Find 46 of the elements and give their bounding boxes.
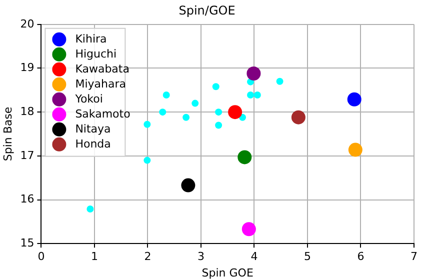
y-tick-label: 20 bbox=[20, 17, 34, 30]
point bbox=[162, 91, 170, 98]
point bbox=[159, 108, 166, 116]
x-tick-label: 3 bbox=[197, 250, 204, 264]
point bbox=[247, 91, 254, 98]
legend-label: Yokoi bbox=[74, 92, 103, 106]
point bbox=[144, 156, 151, 164]
x-axis-title: Spin GOE bbox=[202, 266, 254, 280]
point bbox=[254, 91, 261, 98]
point bbox=[181, 178, 196, 192]
x-tick-label: 4 bbox=[250, 250, 258, 264]
point bbox=[86, 205, 94, 212]
x-tick-label: 2 bbox=[144, 250, 152, 264]
chart-title: Spin/GOE bbox=[178, 3, 236, 18]
legend-label: Sakamoto bbox=[75, 107, 131, 120]
legend-label: Kihira bbox=[75, 32, 107, 46]
point bbox=[215, 122, 222, 129]
point bbox=[348, 142, 362, 157]
point bbox=[246, 66, 261, 80]
x-tick-label: 1 bbox=[90, 250, 98, 264]
point bbox=[291, 110, 306, 124]
point bbox=[182, 114, 190, 121]
y-axis-title: Spin Base bbox=[1, 106, 14, 162]
legend-label: Kawabata bbox=[75, 62, 130, 76]
y-tick-label: 16 bbox=[20, 192, 34, 206]
point bbox=[215, 108, 222, 116]
point bbox=[144, 120, 151, 128]
legend-label: Higuchi bbox=[75, 47, 117, 60]
y-tick-label: 17 bbox=[20, 148, 34, 162]
point bbox=[276, 78, 284, 85]
point bbox=[228, 105, 242, 120]
point bbox=[242, 222, 256, 236]
y-tick-label: 18 bbox=[20, 104, 34, 118]
x-tick-label: 0 bbox=[38, 250, 45, 264]
point bbox=[212, 83, 220, 90]
point bbox=[192, 100, 199, 107]
y-tick-label: 15 bbox=[20, 236, 34, 250]
point bbox=[238, 150, 252, 164]
legend-label: Honda bbox=[75, 137, 111, 150]
legend-label: Miyahara bbox=[75, 77, 126, 90]
x-tick-label: 5 bbox=[304, 250, 311, 264]
x-tick-label: 6 bbox=[357, 250, 364, 264]
legend-label: Nitaya bbox=[75, 122, 111, 136]
point bbox=[347, 92, 362, 106]
x-tick-label: 7 bbox=[410, 250, 418, 264]
y-tick-label: 19 bbox=[20, 61, 34, 74]
